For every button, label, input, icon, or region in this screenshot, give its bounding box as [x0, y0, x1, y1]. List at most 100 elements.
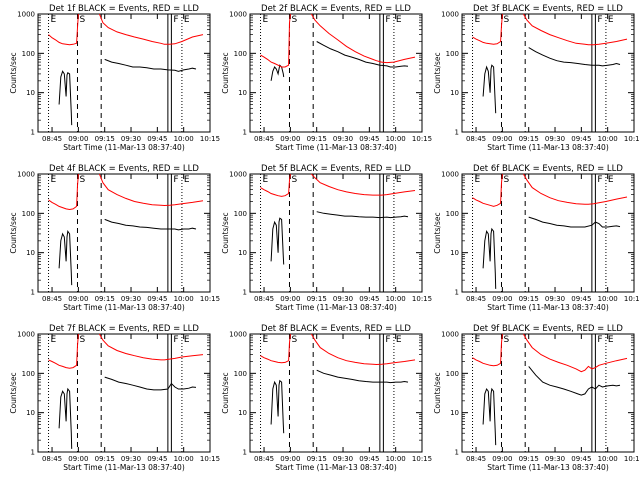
x-axis-label: Start Time (11-Mar-13 08:37:40)	[63, 143, 185, 152]
x-tick-label: 09:45	[147, 295, 167, 303]
plot-frame	[461, 173, 635, 293]
y-axis-label: Counts/sec	[9, 372, 18, 413]
chart-title: Det 6f BLACK = Events, RED = LLD	[473, 164, 623, 174]
x-tick-label: 09:00	[492, 135, 512, 143]
x-tick-label: 08:45	[254, 295, 274, 303]
plot-frame	[461, 13, 635, 133]
chart-panel: Det 5f BLACK = Events, RED = LLD 1 10 100 10…	[221, 164, 432, 312]
series-line-events	[316, 211, 409, 219]
marker-label: S	[503, 335, 509, 345]
x-tick-label: 09:15	[307, 295, 327, 303]
y-tick-label: 1	[31, 129, 35, 137]
x-tick-label: 08:45	[466, 135, 486, 143]
y-tick-label: 1	[243, 449, 247, 457]
chart-panel: Det 7f BLACK = Events, RED = LLD 1 10 100 10…	[9, 324, 220, 472]
chart-title: Det 5f BLACK = Events, RED = LLD	[261, 164, 411, 174]
x-tick-label: 09:30	[121, 295, 141, 303]
y-tick-label: 1	[31, 289, 35, 297]
marker-label: F	[385, 15, 390, 25]
x-tick-label: 10:00	[598, 455, 618, 463]
marker-label: E	[608, 175, 614, 185]
marker-label: S	[291, 15, 297, 25]
x-tick-label: 09:00	[68, 135, 88, 143]
series-line-events	[528, 366, 621, 396]
x-tick-label: 09:00	[492, 295, 512, 303]
y-tick-label: 100	[22, 50, 35, 58]
x-tick-label: 10:00	[598, 295, 618, 303]
x-tick-label: 08:45	[466, 455, 486, 463]
x-axis-label: Start Time (11-Mar-13 08:37:40)	[487, 463, 609, 472]
x-tick-label: 10:00	[174, 295, 194, 303]
marker-label: F	[597, 175, 602, 185]
marker-label: S	[503, 175, 509, 185]
marker-label: F	[385, 175, 390, 185]
x-tick-label: 08:45	[466, 295, 486, 303]
y-axis-label: Counts/sec	[221, 212, 230, 253]
series-line-lld	[98, 333, 204, 361]
y-tick-label: 100	[234, 50, 247, 58]
series-line-lld	[472, 13, 503, 45]
marker-label: S	[503, 15, 509, 25]
series-line-lld	[472, 173, 503, 207]
y-tick-label: 1	[455, 129, 459, 137]
series-line-lld	[472, 333, 503, 367]
marker-label: F	[173, 175, 178, 185]
y-tick-label: 1000	[17, 11, 35, 19]
marker-label: S	[291, 335, 297, 345]
y-tick-label: 1000	[17, 331, 35, 339]
series-line-events	[58, 229, 73, 286]
y-tick-label: 100	[446, 50, 459, 58]
x-tick-label: 09:00	[68, 295, 88, 303]
marker-label: E	[263, 15, 269, 25]
plot-frame	[37, 333, 211, 453]
marker-label: E	[184, 175, 190, 185]
y-tick-label: 1	[243, 289, 247, 297]
marker-label: E	[475, 335, 481, 345]
marker-label: E	[263, 175, 269, 185]
x-tick-label: 10:15	[412, 295, 432, 303]
x-tick-label: 09:45	[571, 455, 591, 463]
marker-label: E	[184, 15, 190, 25]
y-tick-label: 10	[238, 409, 247, 417]
marker-label: F	[597, 335, 602, 345]
x-tick-label: 09:15	[95, 135, 115, 143]
x-tick-label: 09:00	[280, 455, 300, 463]
y-tick-label: 1000	[441, 331, 459, 339]
chart-title: Det 8f BLACK = Events, RED = LLD	[261, 324, 411, 334]
x-tick-label: 09:15	[95, 295, 115, 303]
x-tick-label: 10:15	[200, 455, 220, 463]
marker-label: F	[597, 15, 602, 25]
chart-title: Det 2f BLACK = Events, RED = LLD	[261, 4, 411, 14]
x-tick-label: 10:00	[386, 295, 406, 303]
series-line-events	[104, 218, 197, 231]
x-tick-label: 10:00	[598, 135, 618, 143]
series-line-lld	[260, 333, 291, 364]
y-tick-label: 100	[234, 210, 247, 218]
y-tick-label: 1000	[441, 171, 459, 179]
marker-label: E	[184, 335, 190, 345]
y-tick-label: 100	[446, 210, 459, 218]
y-axis-label: Counts/sec	[9, 52, 18, 93]
marker-label: F	[385, 335, 390, 345]
marker-label: S	[79, 15, 85, 25]
x-tick-label: 09:45	[571, 295, 591, 303]
plot-frame	[461, 333, 635, 453]
marker-label: F	[173, 15, 178, 25]
series-line-events	[270, 379, 285, 434]
x-tick-label: 10:00	[386, 455, 406, 463]
y-tick-label: 10	[26, 249, 35, 257]
marker-label: S	[79, 175, 85, 185]
marker-label: S	[79, 335, 85, 345]
chart-panel: Det 8f BLACK = Events, RED = LLD 1 10 100 10…	[221, 324, 432, 472]
y-tick-label: 10	[450, 249, 459, 257]
x-tick-label: 09:00	[68, 455, 88, 463]
x-tick-label: 08:45	[42, 455, 62, 463]
x-tick-label: 09:30	[545, 135, 565, 143]
chart-panel: Det 3f BLACK = Events, RED = LLD 1 10 100 10…	[433, 4, 640, 152]
x-tick-label: 09:00	[280, 135, 300, 143]
y-axis-label: Counts/sec	[221, 52, 230, 93]
x-tick-label: 10:15	[412, 135, 432, 143]
marker-label: E	[263, 335, 269, 345]
x-axis-label: Start Time (11-Mar-13 08:37:40)	[63, 463, 185, 472]
plot-frame	[249, 173, 423, 293]
